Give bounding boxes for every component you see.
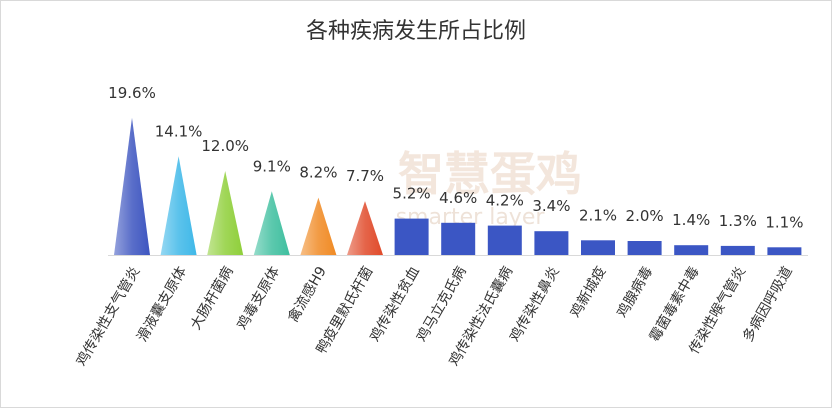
pyramid-bar xyxy=(207,171,244,255)
bar xyxy=(720,245,755,255)
value-label: 4.6% xyxy=(439,189,477,207)
value-label: 5.2% xyxy=(393,185,431,203)
value-label: 1.4% xyxy=(672,211,710,229)
bar xyxy=(394,218,429,255)
pyramid-bar xyxy=(253,191,290,255)
value-label: 8.2% xyxy=(299,164,337,182)
bar xyxy=(674,245,709,255)
value-label: 1.3% xyxy=(719,212,757,230)
value-label: 14.1% xyxy=(155,122,203,140)
value-label: 1.1% xyxy=(765,213,803,231)
bar xyxy=(627,241,662,255)
value-label: 19.6% xyxy=(108,84,156,102)
bar xyxy=(767,247,802,255)
pyramid-bar xyxy=(114,117,150,255)
value-label: 3.4% xyxy=(532,197,570,215)
bar xyxy=(487,225,522,255)
pyramid-bar xyxy=(160,156,197,255)
value-label: 2.1% xyxy=(579,206,617,224)
pyramid-bar xyxy=(300,197,337,255)
value-label: 7.7% xyxy=(346,167,384,185)
bar xyxy=(534,231,569,255)
bar xyxy=(581,240,615,255)
value-label: 12.0% xyxy=(201,137,249,155)
value-label: 9.1% xyxy=(253,157,291,175)
value-label: 4.2% xyxy=(486,192,524,210)
pyramid-bar xyxy=(347,201,383,255)
value-label: 2.0% xyxy=(626,207,664,225)
watermark: 智慧蛋鸡 xyxy=(398,147,582,201)
bar xyxy=(441,222,476,255)
chart-title: 各种疾病发生所占比例 xyxy=(306,19,526,44)
